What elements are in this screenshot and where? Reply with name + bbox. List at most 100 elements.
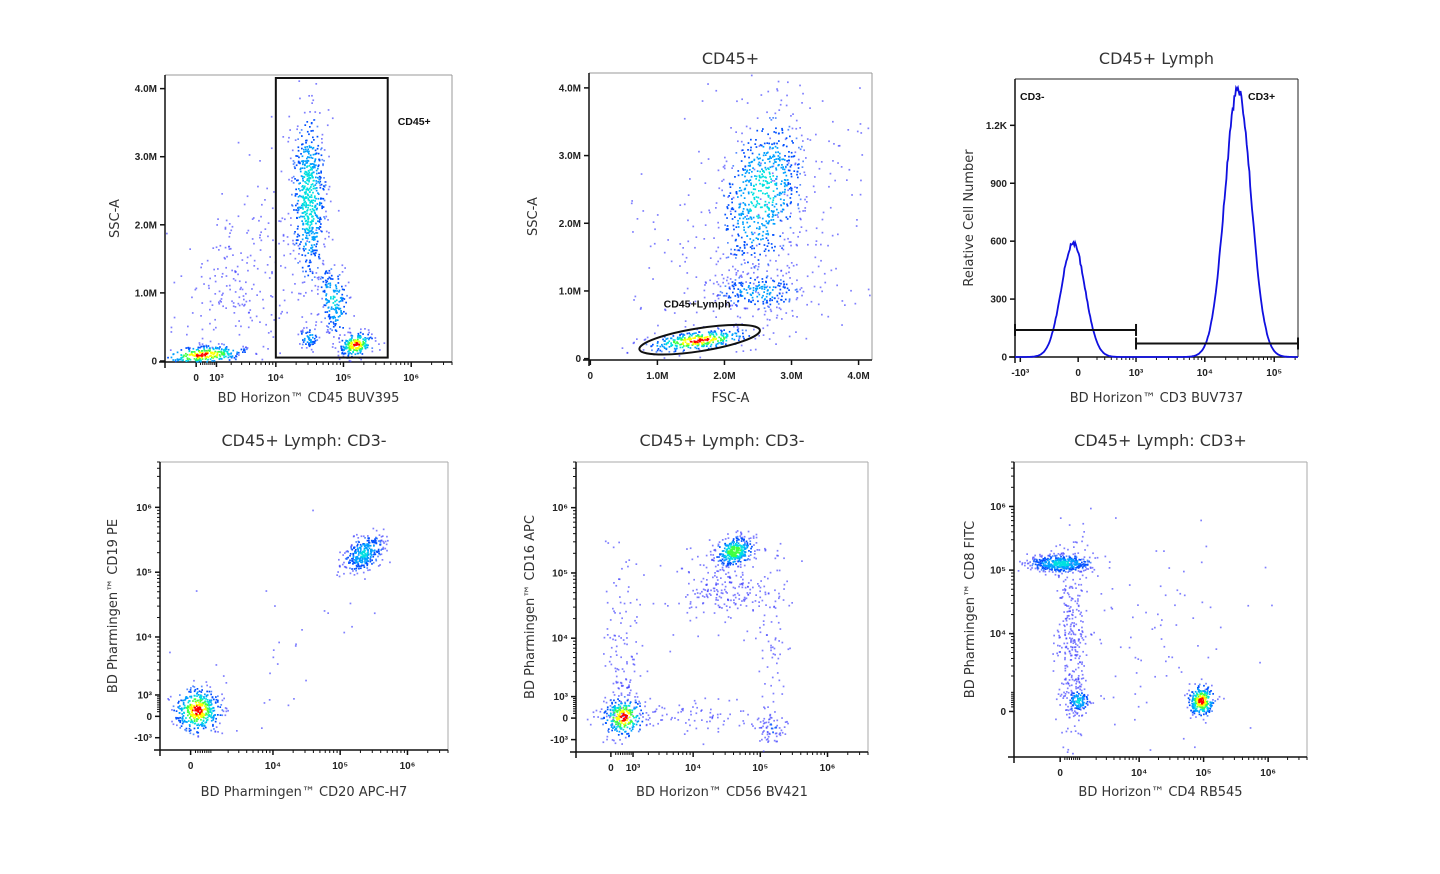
event-dot [304, 146, 306, 149]
event-dot [200, 712, 202, 715]
event-dot [373, 549, 376, 552]
event-dot [605, 715, 608, 718]
event-dot [779, 235, 782, 238]
event-dot [712, 331, 714, 334]
event-dot [318, 220, 321, 223]
event-dot [699, 356, 702, 359]
event-dot [758, 174, 761, 177]
event-dot [343, 565, 346, 568]
event-dot [197, 711, 199, 713]
event-dot [714, 331, 716, 334]
event-dot [196, 358, 199, 361]
event-dot [320, 154, 323, 157]
event-dot [765, 726, 768, 729]
event-dot [307, 336, 310, 339]
event-dot [181, 719, 184, 722]
event-dot [784, 286, 786, 289]
event-dot [330, 268, 333, 270]
event-dot [758, 263, 760, 265]
event-dot [171, 720, 173, 723]
event-dot [694, 246, 696, 249]
event-dot [310, 156, 312, 159]
event-dot [208, 701, 211, 703]
event-dot [785, 174, 788, 177]
event-dot [295, 204, 297, 207]
event-dot [333, 323, 335, 325]
event-dot [775, 158, 778, 160]
event-dot [176, 358, 179, 360]
event-dot [772, 286, 775, 288]
y-axis-title: Relative Cell Number [962, 149, 977, 287]
gate-ellipse[interactable] [638, 319, 762, 361]
event-dot [628, 559, 631, 561]
event-dot [653, 242, 656, 245]
gate-rectangle[interactable] [274, 77, 389, 359]
event-dot [311, 208, 314, 210]
event-dot [778, 282, 780, 285]
event-dot [772, 175, 775, 177]
event-dot [191, 353, 193, 355]
event-dot [196, 354, 199, 356]
event-dot [259, 290, 261, 293]
event-dot [788, 300, 791, 303]
event-dot [737, 219, 739, 222]
event-dot [721, 339, 723, 341]
event-dot [746, 169, 749, 172]
event-dot [308, 227, 311, 230]
event-dot [709, 334, 712, 337]
event-dot [748, 300, 750, 303]
event-dot [753, 158, 756, 161]
event-dot [270, 314, 273, 316]
event-dot [851, 194, 853, 196]
event-dot [700, 710, 702, 712]
event-dot [268, 277, 271, 279]
event-dot [701, 719, 703, 721]
event-dot [311, 272, 314, 275]
event-dot [197, 704, 199, 707]
event-dot [742, 544, 745, 546]
event-dot [663, 343, 666, 346]
event-dot [356, 545, 359, 547]
event-dot [203, 697, 206, 700]
event-dot [768, 209, 770, 211]
event-dot [214, 720, 217, 723]
event-dot [310, 167, 313, 170]
event-dot [766, 245, 769, 247]
event-dot [310, 130, 313, 132]
event-dot [636, 714, 639, 717]
event-dot [320, 183, 323, 186]
event-dot [793, 155, 796, 157]
event-dot [339, 551, 341, 554]
event-dot [828, 140, 830, 143]
event-dot [247, 269, 249, 272]
event-dot [216, 701, 219, 703]
event-dot [755, 536, 758, 539]
event-dot [245, 300, 248, 303]
event-dot [350, 545, 352, 548]
event-dot [338, 274, 341, 276]
event-dot [271, 207, 274, 210]
event-dot [748, 172, 750, 174]
event-dot [757, 217, 760, 219]
event-dot [738, 594, 741, 596]
event-dot [206, 707, 209, 710]
event-dot [784, 171, 787, 174]
event-dot [721, 568, 724, 571]
event-dot [781, 180, 783, 183]
event-dot [311, 102, 313, 104]
event-dot [752, 192, 755, 195]
event-dot [385, 543, 388, 546]
event-dot [777, 657, 780, 660]
event-dot [280, 312, 282, 315]
event-dot [782, 599, 785, 601]
event-dot [363, 555, 366, 557]
event-dot [317, 285, 320, 288]
event-dot [297, 146, 300, 149]
event-dot [771, 656, 774, 659]
event-dot [223, 354, 225, 357]
event-dot [752, 282, 755, 285]
event-dot [775, 167, 777, 170]
event-dot [722, 550, 725, 552]
event-dot [328, 276, 331, 279]
event-dot [343, 561, 345, 564]
